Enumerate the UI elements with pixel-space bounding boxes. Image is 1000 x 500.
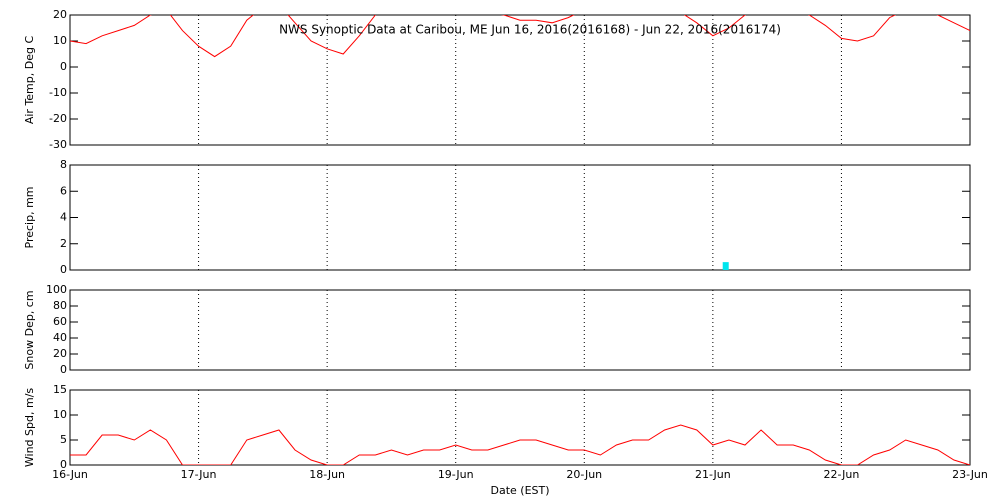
- x-tick-label: 16-Jun: [52, 468, 88, 481]
- y-tick-label: 0: [60, 458, 67, 471]
- y-tick-label: 20: [53, 8, 67, 21]
- plot-area: [722, 262, 729, 270]
- x-tick-label: 18-Jun: [309, 468, 345, 481]
- y-tick-label: -30: [49, 138, 67, 151]
- x-tick-label: 19-Jun: [438, 468, 474, 481]
- y-tick-label: 10: [53, 34, 67, 47]
- y-tick-label: 0: [60, 263, 67, 276]
- y-axis-label: Wind Spd, m/s: [23, 388, 36, 468]
- x-tick-label: 17-Jun: [181, 468, 217, 481]
- y-axis-label: Air Temp, Deg C: [23, 36, 36, 125]
- y-tick-label: -10: [49, 86, 67, 99]
- x-tick-label: 22-Jun: [824, 468, 860, 481]
- data-line: [70, 424, 970, 465]
- plot-area: [70, 15, 970, 58]
- frame: [69, 164, 971, 271]
- bar: [722, 262, 729, 270]
- y-tick-label: 8: [60, 158, 67, 171]
- data-line: [70, 15, 970, 58]
- frame: [69, 289, 971, 371]
- y-tick-label: 2: [60, 237, 67, 250]
- y-tick-label: 100: [46, 283, 67, 296]
- frame: [69, 389, 971, 466]
- y-tick-label: 4: [60, 211, 67, 224]
- chart-title: NWS Synoptic Data at Caribou, ME Jun 16,…: [279, 23, 781, 37]
- plot-area: [70, 424, 970, 465]
- y-tick-label: 5: [60, 433, 67, 446]
- y-tick-label: 20: [53, 347, 67, 360]
- x-axis-label: Date (EST): [490, 484, 549, 497]
- x-tick-label: 21-Jun: [695, 468, 731, 481]
- y-tick-label: 0: [60, 363, 67, 376]
- y-tick-label: 15: [53, 383, 67, 396]
- frame: [69, 14, 971, 146]
- y-tick-label: 0: [60, 60, 67, 73]
- x-tick-label: 23-Jun: [952, 468, 988, 481]
- y-axis-label: Precip, mm: [23, 187, 36, 249]
- y-axis-label: Snow Dep, cm: [23, 290, 36, 369]
- y-tick-label: 60: [53, 315, 67, 328]
- x-tick-label: 20-Jun: [566, 468, 602, 481]
- y-tick-label: 10: [53, 408, 67, 421]
- y-tick-label: 40: [53, 331, 67, 344]
- y-tick-label: -20: [49, 112, 67, 125]
- y-tick-label: 6: [60, 184, 67, 197]
- y-tick-label: 80: [53, 299, 67, 312]
